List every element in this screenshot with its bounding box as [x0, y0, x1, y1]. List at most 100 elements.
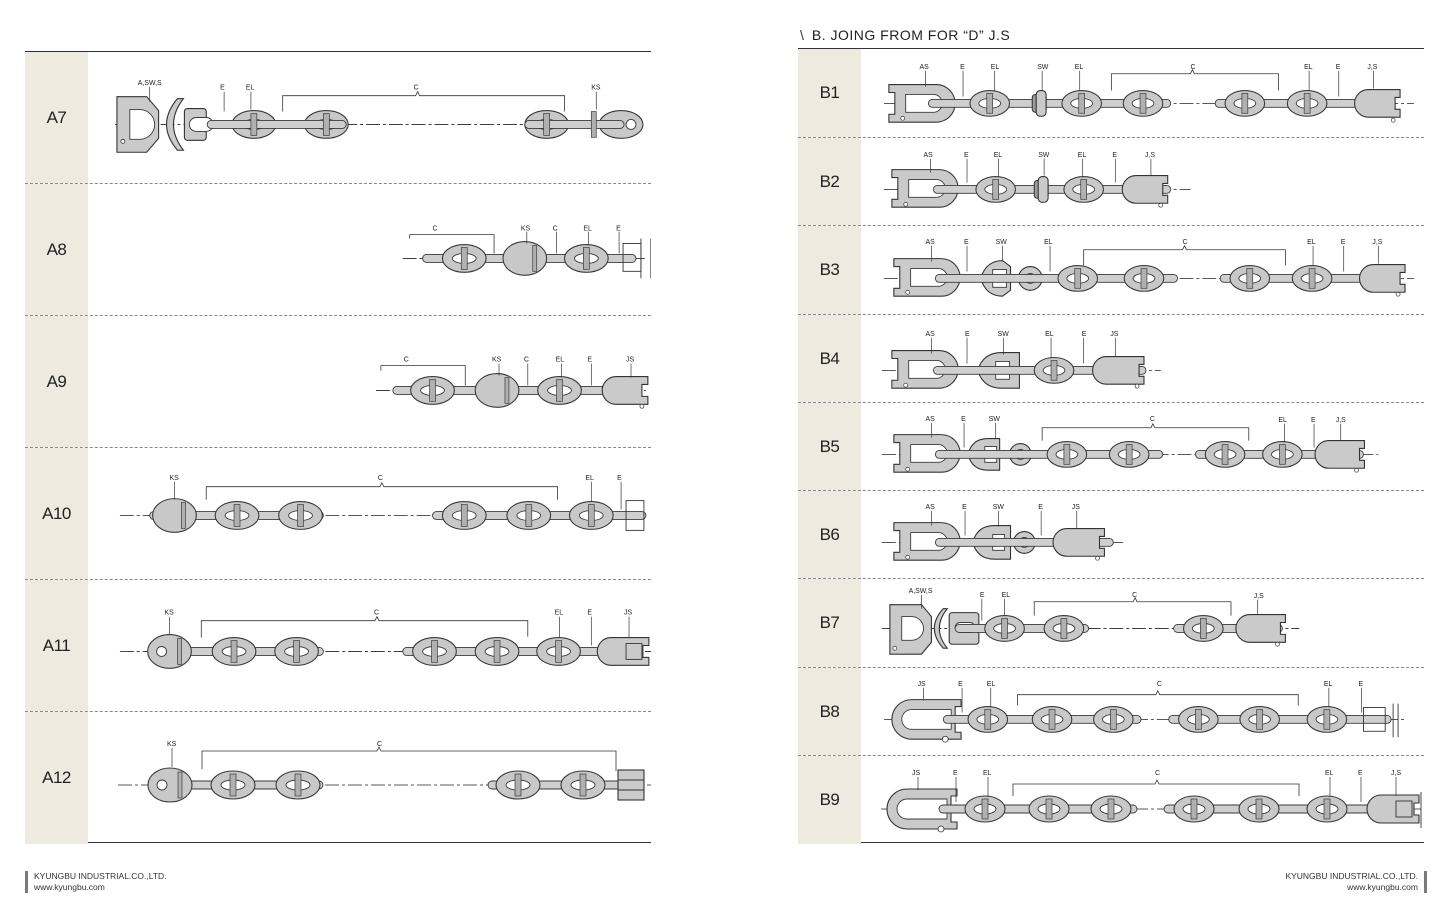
row-label: B6	[819, 524, 840, 544]
part-label: C	[377, 741, 382, 748]
part-label: AS	[925, 331, 935, 338]
row-label: A9	[46, 371, 67, 391]
row-label: B5	[819, 436, 840, 456]
part-label: JS	[912, 770, 921, 777]
chain-links-end-icon	[1219, 264, 1406, 297]
row-b6: B6 AS	[798, 491, 1424, 579]
chain-diagram-b7: A,SW,S E EL C J,S	[861, 579, 1424, 667]
right-joining-table: B1	[798, 48, 1424, 844]
part-label: EL	[994, 152, 1003, 159]
row-b4: B4	[798, 315, 1424, 403]
left-joining-table: A7	[25, 51, 651, 844]
chain-links-start-icon	[149, 498, 324, 533]
chain-links-icon	[392, 373, 632, 408]
row-label-cell: A9	[25, 316, 88, 447]
part-label: KS	[167, 741, 177, 748]
part-label: KS	[170, 475, 180, 482]
part-label: C	[1132, 592, 1137, 599]
part-label: J,S	[1372, 239, 1382, 246]
row-label-cell: A10	[25, 448, 88, 579]
chain-links-start-icon	[206, 110, 349, 139]
part-label: E	[980, 592, 985, 599]
part-label: EL	[1304, 64, 1313, 71]
chain-links-start-icon	[934, 265, 1179, 292]
part-label: JS	[626, 357, 634, 364]
part-label: J,S	[1336, 417, 1346, 424]
part-label: EL	[1078, 152, 1087, 159]
part-label: KS	[165, 610, 175, 617]
chain-links-start-icon	[938, 795, 1138, 823]
part-label: A,SW,S	[138, 80, 162, 87]
chain-links-end-icon	[524, 110, 644, 139]
row-a10: A10	[25, 448, 651, 580]
row-a7: A7	[25, 52, 651, 184]
section-b-heading: \ B. JOING FROM FOR “D” J.S	[800, 25, 1010, 45]
chain-links-end-icon	[1194, 440, 1365, 473]
part-label: E	[960, 64, 965, 71]
chain-links-icon	[932, 355, 1147, 389]
row-label: A12	[42, 768, 71, 787]
chain-links-end-icon	[402, 637, 632, 666]
end-shackle-icon	[622, 238, 651, 279]
row-label-cell: B1	[798, 49, 861, 137]
part-label: C	[1183, 239, 1188, 246]
footer-accent-bar	[1424, 871, 1427, 893]
part-label: SW	[1037, 64, 1049, 71]
chain-diagram-b5: AS E SW C EL E J,S	[861, 403, 1424, 490]
part-label: EL	[1325, 770, 1334, 777]
joining-shackle-icon	[596, 637, 650, 666]
footer-website-link[interactable]: www.kyungbu.com	[1347, 882, 1418, 892]
chain-diagram-a10: KS C EL E	[88, 448, 651, 579]
footer-website-link[interactable]: www.kyungbu.com	[34, 882, 105, 892]
row-label-cell: B9	[798, 756, 861, 844]
part-label: C	[1155, 770, 1160, 777]
anchor-shackle-icon	[893, 258, 961, 297]
part-label: C	[1157, 681, 1162, 688]
part-label: E	[1311, 417, 1316, 424]
chain-links-end-icon	[1214, 88, 1401, 123]
row-b3: B3	[798, 226, 1424, 315]
end-shackle-icon	[617, 769, 645, 801]
row-label: B2	[819, 171, 840, 191]
part-label: JS	[1072, 504, 1080, 511]
chain-diagram-b1: AS E EL SW EL C EL E J,S	[861, 49, 1424, 137]
chain-diagram-a8: C KS C EL E	[88, 184, 651, 315]
part-label: C	[1190, 64, 1195, 71]
part-label: E	[220, 85, 225, 92]
part-label: SW	[993, 504, 1005, 511]
part-label: EL	[1044, 239, 1053, 246]
chain-diagram-b4: AS E SW EL E JS	[861, 315, 1424, 402]
part-label: E	[958, 681, 963, 688]
joining-shackle-icon	[891, 699, 962, 743]
chain-diagram-a11: KS C EL E JS	[88, 580, 651, 711]
row-label-cell: B8	[798, 668, 861, 755]
row-label-cell: A11	[25, 580, 88, 711]
row-a11: A11	[25, 580, 651, 712]
footer-company-name: KYUNGBU INDUSTRIAL.CO.,LTD.	[1285, 871, 1418, 881]
row-label: A10	[42, 503, 71, 523]
chain-links-start-icon	[147, 634, 324, 669]
part-label: KS	[492, 357, 502, 364]
chain-links-start-icon	[942, 706, 1142, 733]
part-label: C	[378, 475, 383, 482]
part-label: JS	[918, 681, 926, 688]
row-label-cell: B2	[798, 138, 861, 225]
row-b5: B5	[798, 403, 1424, 491]
anchor-shackle-icon	[893, 522, 961, 561]
footer-right: KYUNGBU INDUSTRIAL.CO.,LTD. www.kyungbu.…	[1285, 871, 1427, 893]
row-b1: B1	[798, 49, 1424, 138]
row-label-cell: B7	[798, 579, 861, 667]
part-label: EL	[556, 357, 565, 364]
part-label: A,SW,S	[909, 588, 933, 595]
part-label: E	[587, 610, 592, 617]
part-label: E	[1082, 331, 1087, 338]
part-label: J,S	[1254, 593, 1264, 600]
row-label-cell: A8	[25, 184, 88, 315]
part-label: E	[1341, 239, 1346, 246]
part-label: EL	[983, 770, 992, 777]
part-label: C	[524, 357, 529, 364]
row-label: B8	[819, 701, 840, 721]
part-label: AS	[925, 504, 935, 511]
row-b2: B2 AS E	[798, 138, 1424, 226]
chain-diagram-a7: A,SW,S E EL C KS	[88, 52, 651, 183]
